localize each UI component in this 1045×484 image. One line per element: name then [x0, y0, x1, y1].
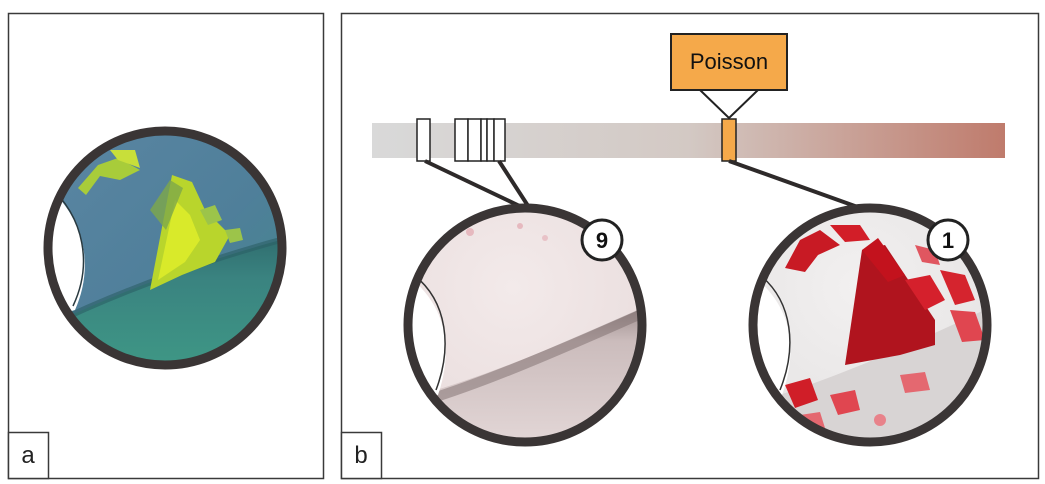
panel-label-a: a: [7, 431, 50, 480]
panel-a-magnifier: [43, 126, 287, 370]
badge-9: 9: [580, 218, 624, 262]
tick-group-left: [416, 118, 506, 162]
poisson-callout: Poisson: [670, 33, 788, 120]
badge-1: 1: [926, 218, 970, 262]
panel-label-b-text: b: [354, 442, 367, 469]
poisson-tick: [721, 118, 737, 162]
poisson-label: Poisson: [690, 49, 768, 74]
panel-label-b: b: [340, 431, 383, 480]
badge-1-label: 1: [942, 228, 954, 253]
badge-9-label: 9: [596, 228, 608, 253]
panel-label-a-text: a: [21, 442, 35, 469]
connector-lines: [424, 159, 867, 214]
